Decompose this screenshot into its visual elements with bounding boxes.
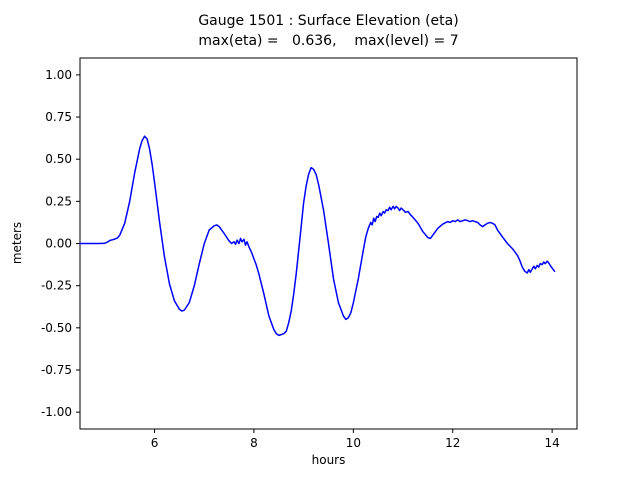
chart-subtitle: max(eta) = 0.636, max(level) = 7: [198, 33, 459, 49]
chart-title-block: Gauge 1501 : Surface Elevation (eta) max…: [80, 11, 577, 51]
y-tick-label: 0.75: [45, 110, 72, 124]
eta-line: [79, 135, 556, 337]
y-tick-label: 0.25: [45, 194, 72, 208]
y-tick-label: -1.00: [41, 405, 72, 419]
y-tick-label: -0.50: [41, 321, 72, 335]
y-tick-label: 0.50: [45, 152, 72, 166]
x-tick-label: 14: [545, 436, 560, 450]
x-tick-label: 12: [445, 436, 460, 450]
chart-title: Gauge 1501 : Surface Elevation (eta): [198, 13, 459, 29]
y-tick-label: 0.00: [45, 237, 72, 251]
y-tick-label: -0.75: [41, 363, 72, 377]
x-tick-label: 8: [250, 436, 258, 450]
x-axis-label: hours: [311, 453, 346, 467]
y-tick-label: 1.00: [45, 68, 72, 82]
x-tick-label: 10: [346, 436, 361, 450]
y-tick-label: -0.25: [41, 279, 72, 293]
x-tick-label: 6: [151, 436, 159, 450]
